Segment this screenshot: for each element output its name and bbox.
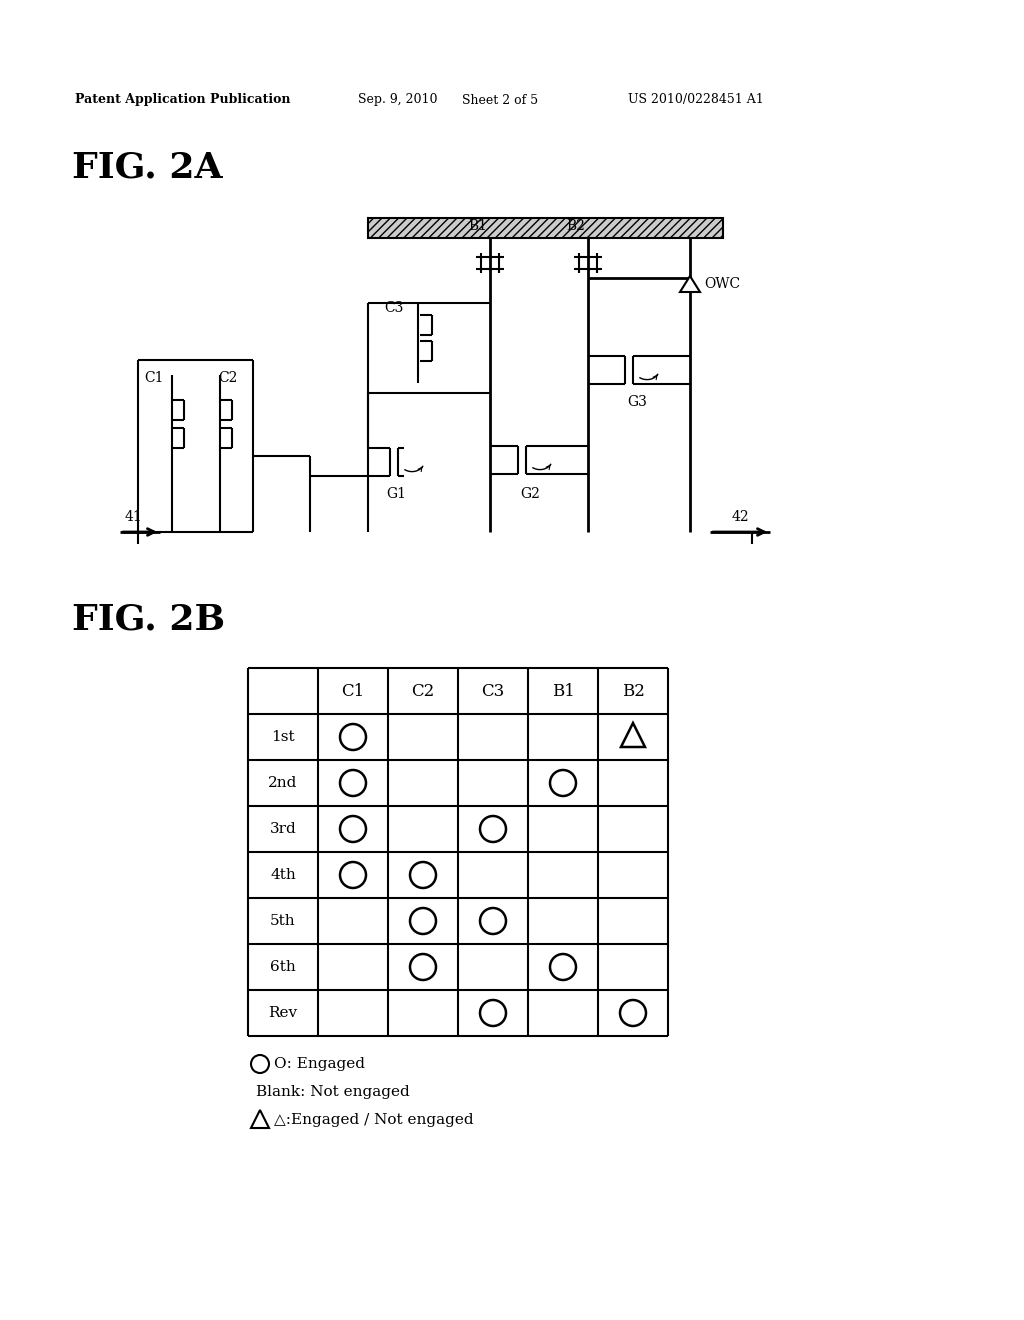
Text: 5th: 5th	[270, 913, 296, 928]
Text: C1: C1	[341, 682, 365, 700]
Text: 41: 41	[125, 510, 142, 524]
Text: C1: C1	[144, 371, 164, 385]
Text: 42: 42	[732, 510, 750, 524]
Text: B1: B1	[468, 219, 487, 234]
Polygon shape	[680, 276, 700, 292]
Text: Rev: Rev	[268, 1006, 298, 1020]
Text: 1st: 1st	[271, 730, 295, 744]
Text: Patent Application Publication: Patent Application Publication	[75, 94, 291, 107]
Text: Sheet 2 of 5: Sheet 2 of 5	[462, 94, 539, 107]
Text: 2nd: 2nd	[268, 776, 298, 789]
Text: C3: C3	[384, 301, 403, 315]
Text: C2: C2	[218, 371, 238, 385]
Text: Blank: Not engaged: Blank: Not engaged	[256, 1085, 410, 1100]
Text: △:Engaged / Not engaged: △:Engaged / Not engaged	[274, 1113, 474, 1127]
Text: G1: G1	[386, 487, 406, 502]
Text: O: Engaged: O: Engaged	[274, 1057, 365, 1071]
Text: US 2010/0228451 A1: US 2010/0228451 A1	[628, 94, 764, 107]
Text: G3: G3	[627, 395, 647, 409]
Text: 6th: 6th	[270, 960, 296, 974]
Text: B2: B2	[622, 682, 644, 700]
Text: Sep. 9, 2010: Sep. 9, 2010	[358, 94, 437, 107]
Text: C2: C2	[412, 682, 434, 700]
Text: FIG. 2A: FIG. 2A	[72, 150, 222, 185]
Bar	[368, 218, 723, 238]
Text: FIG. 2B: FIG. 2B	[72, 603, 225, 638]
Text: G2: G2	[520, 487, 540, 502]
Text: 3rd: 3rd	[269, 822, 296, 836]
Text: B2: B2	[566, 219, 585, 234]
Text: C3: C3	[481, 682, 505, 700]
Text: B1: B1	[552, 682, 574, 700]
Text: 4th: 4th	[270, 869, 296, 882]
Text: OWC: OWC	[705, 277, 740, 290]
